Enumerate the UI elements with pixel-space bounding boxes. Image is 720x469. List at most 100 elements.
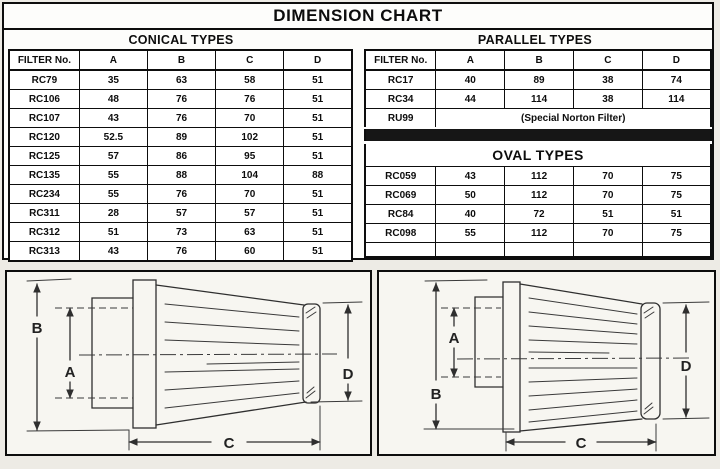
dim-label-b: B [431, 386, 442, 403]
filter-no-cell: RC79 [8, 69, 80, 90]
dim-b-cell: 88 [146, 165, 217, 185]
filter-outline [474, 281, 661, 433]
column-header-c: C [215, 49, 285, 71]
dim-c-cell: 70 [572, 166, 643, 186]
filter-no-cell: RC312 [8, 222, 80, 242]
dim-b-cell: 86 [146, 146, 217, 166]
filter-no-cell: RC098 [364, 223, 437, 243]
dim-d-cell: 51 [283, 89, 353, 109]
dim-d-cell: 51 [283, 108, 353, 128]
dim-label-c: C [224, 435, 235, 452]
dim-a-cell: 40 [435, 204, 506, 224]
dimension-d: D [310, 301, 363, 403]
dim-d-cell: 114 [641, 89, 712, 109]
conical-types-table: FILTER No. A B C D RC79 35 63 58 51 RC10… [8, 49, 353, 262]
dim-c-cell: 95 [215, 146, 285, 166]
filter-no-cell: RC84 [364, 204, 437, 224]
dim-a-cell: 50 [435, 185, 506, 205]
oval-heading-row: OVAL TYPES [364, 142, 712, 167]
filter-no-cell: RC313 [8, 241, 80, 262]
filter-no-cell: RC34 [364, 89, 437, 109]
conical-filter-diagram: B A D C [5, 270, 372, 456]
table-row: RC069 50 112 70 75 [364, 185, 712, 205]
dim-d-cell: 51 [283, 184, 353, 204]
table-row: RC312 51 73 63 51 [8, 222, 353, 242]
dim-a-cell: 43 [78, 241, 148, 262]
dim-a-cell: 48 [78, 89, 148, 109]
dim-d-cell: 51 [283, 146, 353, 166]
empty-cell [364, 242, 437, 258]
dim-c-cell: 57 [215, 203, 285, 223]
dim-label-c: C [576, 435, 587, 452]
dim-label-b: B [32, 320, 43, 337]
dim-c-cell: 60 [215, 241, 285, 262]
dim-a-cell: 40 [435, 69, 506, 90]
parallel-filter-diagram: B A D C [377, 270, 716, 456]
filter-no-cell: RC106 [8, 89, 80, 109]
table-row: RC106 48 76 76 51 [8, 89, 353, 109]
dim-d-cell: 51 [641, 204, 712, 224]
table-row: RC120 52.5 89 102 51 [8, 127, 353, 147]
dim-c-cell: 63 [215, 222, 285, 242]
dimension-a: A [441, 307, 501, 378]
table-row: RU99 (Special Norton Filter) [364, 108, 712, 129]
dim-label-d: D [343, 366, 354, 383]
header-row: FILTER No. A B C D [8, 49, 353, 71]
table-row: RC17 40 89 38 74 [364, 69, 712, 90]
table-row: RC125 57 86 95 51 [8, 146, 353, 166]
filter-no-cell: RC069 [364, 185, 437, 205]
dimension-a: A [55, 307, 133, 399]
filter-no-cell: RC125 [8, 146, 80, 166]
chart-title: DIMENSION CHART [4, 4, 712, 30]
empty-cell [504, 242, 574, 258]
dim-a-cell: 55 [435, 223, 506, 243]
dim-a-cell: 44 [435, 89, 506, 109]
dim-d-cell: 75 [641, 223, 712, 243]
dim-c-cell: 102 [215, 127, 285, 147]
filter-no-cell: RC059 [364, 166, 437, 186]
dim-c-cell: 38 [572, 89, 643, 109]
dim-a-cell: 55 [78, 165, 148, 185]
filter-pleats [78, 303, 338, 409]
filter-no-cell: RU99 [364, 108, 437, 129]
column-header-c: C [572, 49, 643, 71]
dimension-d: D [662, 301, 710, 420]
filter-no-cell: RC120 [8, 127, 80, 147]
hatch-marks [305, 306, 317, 399]
dim-d-cell: 51 [283, 127, 353, 147]
dim-b-cell: 76 [146, 108, 217, 128]
dim-a-cell: 52.5 [78, 127, 148, 147]
dim-d-cell: 51 [283, 203, 353, 223]
dim-b-cell: 76 [146, 89, 217, 109]
dim-b-cell: 114 [504, 89, 574, 109]
dim-d-cell: 75 [641, 166, 712, 186]
table-row: RC107 43 76 70 51 [8, 108, 353, 128]
dim-d-cell: 75 [641, 185, 712, 205]
dim-a-cell: 35 [78, 69, 148, 90]
filter-no-cell: RC17 [364, 69, 437, 90]
dimension-c: C [128, 405, 321, 452]
header-row: FILTER No. A B C D [364, 49, 712, 71]
dim-d-cell: 51 [283, 69, 353, 90]
table-row: RC311 28 57 57 51 [8, 203, 353, 223]
empty-cell [641, 242, 712, 258]
dim-b-cell: 57 [146, 203, 217, 223]
column-header-filter-no: FILTER No. [8, 49, 80, 71]
dimension-b: B [423, 279, 515, 430]
hatch-marks [643, 306, 655, 415]
dim-b-cell: 63 [146, 69, 217, 90]
dim-b-cell: 112 [504, 185, 574, 205]
column-header-a: A [78, 49, 148, 71]
filter-pleats [456, 297, 690, 423]
dim-c-cell: 70 [215, 108, 285, 128]
table-row: RC098 55 112 70 75 [364, 223, 712, 243]
dim-label-a: A [65, 364, 76, 381]
filler-row [364, 242, 712, 258]
dim-c-cell: 51 [572, 204, 643, 224]
filter-no-cell: RC311 [8, 203, 80, 223]
column-header-b: B [504, 49, 574, 71]
dim-c-cell: 70 [215, 184, 285, 204]
dim-b-cell: 76 [146, 184, 217, 204]
dim-c-cell: 70 [572, 223, 643, 243]
